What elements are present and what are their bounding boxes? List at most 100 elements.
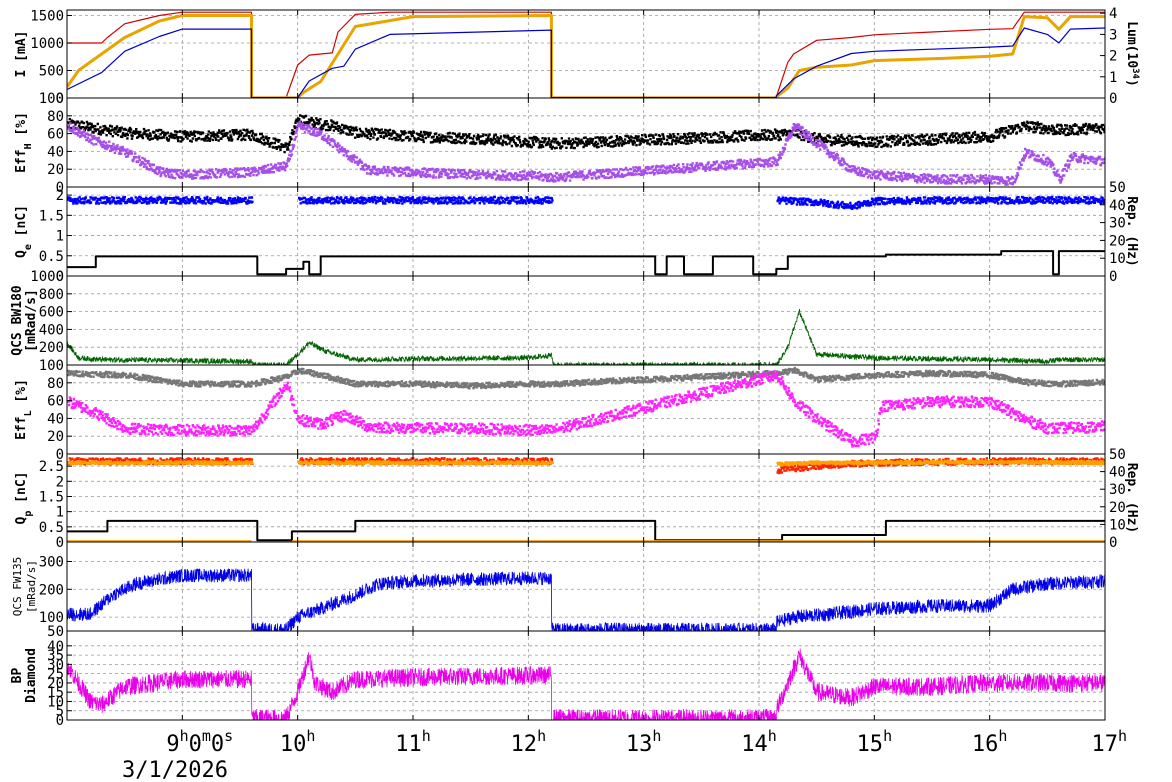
y-tick-label: 5 xyxy=(56,704,64,720)
x-tick-label: 16h xyxy=(972,727,1008,757)
y-axis-label-right: Lum(1034) xyxy=(1124,21,1140,87)
y-axis-label: Qe [nC] xyxy=(14,205,34,258)
y-tick-label-right: 0 xyxy=(1109,91,1117,107)
y-tick-label: 80 xyxy=(47,109,64,125)
y-axis-label-secondary: Diamond xyxy=(24,648,39,703)
y-tick-label: 1500 xyxy=(30,9,64,25)
panel-frame xyxy=(66,275,1106,366)
series-effl-1 xyxy=(67,370,1105,448)
y-axis-label-secondary: [mRad/s] xyxy=(24,289,39,352)
panel-frame xyxy=(66,541,1106,632)
y-tick-label: 35 xyxy=(47,648,64,664)
x-tick-label: 14h xyxy=(741,727,777,757)
panel-frame xyxy=(66,9,1106,99)
y-tick-label: 200 xyxy=(39,340,64,356)
y-axis-label-right: Rep. (Hz) xyxy=(1124,463,1139,533)
y-tick-label-right: 20 xyxy=(1109,500,1126,516)
y-tick-label: 100 xyxy=(39,358,64,374)
y-tick-label: 0 xyxy=(56,91,64,107)
y-axis-label: Qp [nC] xyxy=(14,472,34,525)
y-tick-label-right: 40 xyxy=(1109,465,1126,481)
y-tick-label-right: 30 xyxy=(1109,482,1126,498)
y-tick-label: 20 xyxy=(47,162,64,178)
panel-frame xyxy=(66,364,1106,455)
y-tick-label: 0.5 xyxy=(39,520,64,536)
x-tick-label: 10h xyxy=(280,727,316,757)
y-tick-label-right: 50 xyxy=(1109,180,1126,196)
y-axis-label: I [mA] xyxy=(14,31,29,78)
series-bp-diamond-0 xyxy=(67,648,1105,720)
y-tick-label-right: 2 xyxy=(1109,49,1117,65)
y-axis-label: BP xyxy=(10,668,25,684)
y-tick-label: 1 xyxy=(56,505,64,521)
y-axis-label: EffH [%] xyxy=(14,112,34,173)
series-qe-0 xyxy=(67,195,1105,210)
series-beam-current-1 xyxy=(67,14,1105,98)
x-tick-label: 12h xyxy=(511,727,547,757)
panel-frame xyxy=(66,630,1106,721)
series-beam-current-0 xyxy=(67,11,1105,98)
panel-frame xyxy=(66,453,1106,543)
y-axis-label: QCS BW180 xyxy=(10,285,25,356)
series-qe-1 xyxy=(67,250,1105,276)
series-qp-2 xyxy=(67,519,1105,542)
y-tick-label: 2.5 xyxy=(39,459,64,475)
series-effl-0 xyxy=(67,366,1105,390)
y-tick-label: 1000 xyxy=(30,269,64,285)
x-axis: 9h0m0s 10h 11h 12h 13h 14h 15h 16h 17h xyxy=(166,727,1127,757)
y-tick-label: 20 xyxy=(47,676,64,692)
series-beam-current-2 xyxy=(67,27,1105,98)
series-effh-1 xyxy=(67,120,1105,186)
y-tick-label-right: 50 xyxy=(1109,447,1126,463)
y-tick-label: 800 xyxy=(39,287,64,303)
y-tick-label: 0 xyxy=(56,180,64,196)
y-tick-label: 600 xyxy=(39,305,64,321)
y-tick-label: 15 xyxy=(47,685,64,701)
y-tick-label: 30 xyxy=(47,657,64,673)
series-qp-1 xyxy=(67,459,1105,467)
y-axis-label: QCS FW135 xyxy=(11,557,24,617)
y-tick-label-right: 0 xyxy=(1109,535,1117,551)
x-tick-label: 9h0m0s xyxy=(166,727,233,757)
series-qcs-bw180-0 xyxy=(67,308,1105,365)
y-axis-label-right: Rep. (Hz) xyxy=(1124,196,1139,266)
y-tick-label: 40 xyxy=(47,411,64,427)
y-tick-label: 400 xyxy=(39,322,64,338)
x-tick-label: 15h xyxy=(857,727,893,757)
y-tick-label: 100 xyxy=(39,610,64,626)
y-axis-label: EffL [%] xyxy=(14,379,34,440)
y-tick-label: 20 xyxy=(47,429,64,445)
y-tick-label: 300 xyxy=(39,554,64,570)
y-tick-label-right: 10 xyxy=(1109,251,1126,267)
y-tick-label-right: 20 xyxy=(1109,233,1126,249)
series-qcs-fw135-0 xyxy=(67,568,1105,631)
series-qp-0 xyxy=(67,457,1105,475)
y-tick-label: 10 xyxy=(47,694,64,710)
x-tick-label: 13h xyxy=(626,727,662,757)
y-tick-label: 100 xyxy=(39,91,64,107)
y-tick-label: 0.5 xyxy=(39,249,64,265)
y-tick-label-right: 10 xyxy=(1109,517,1126,533)
y-tick-label-right: 40 xyxy=(1109,198,1126,214)
y-tick-label: 0 xyxy=(56,535,64,551)
panel-beam-current: 0 500 1000 1500 0 1 2 3 4 I [mA] Lum(1034) xyxy=(14,6,1140,107)
y-tick-label: 60 xyxy=(47,394,64,410)
y-tick-label: 40 xyxy=(47,144,64,160)
series-effh-0 xyxy=(67,114,1105,154)
date-label: 3/1/2026 xyxy=(122,758,228,782)
y-tick-label: 0 xyxy=(56,713,64,729)
y-tick-label: 500 xyxy=(39,64,64,80)
y-tick-label: 2 xyxy=(56,474,64,490)
y-tick-label-right: 30 xyxy=(1109,216,1126,232)
y-tick-label: 2 xyxy=(56,188,64,204)
y-tick-label: 40 xyxy=(47,639,64,655)
y-tick-label: 200 xyxy=(39,582,64,598)
y-tick-label: 0 xyxy=(56,269,64,285)
